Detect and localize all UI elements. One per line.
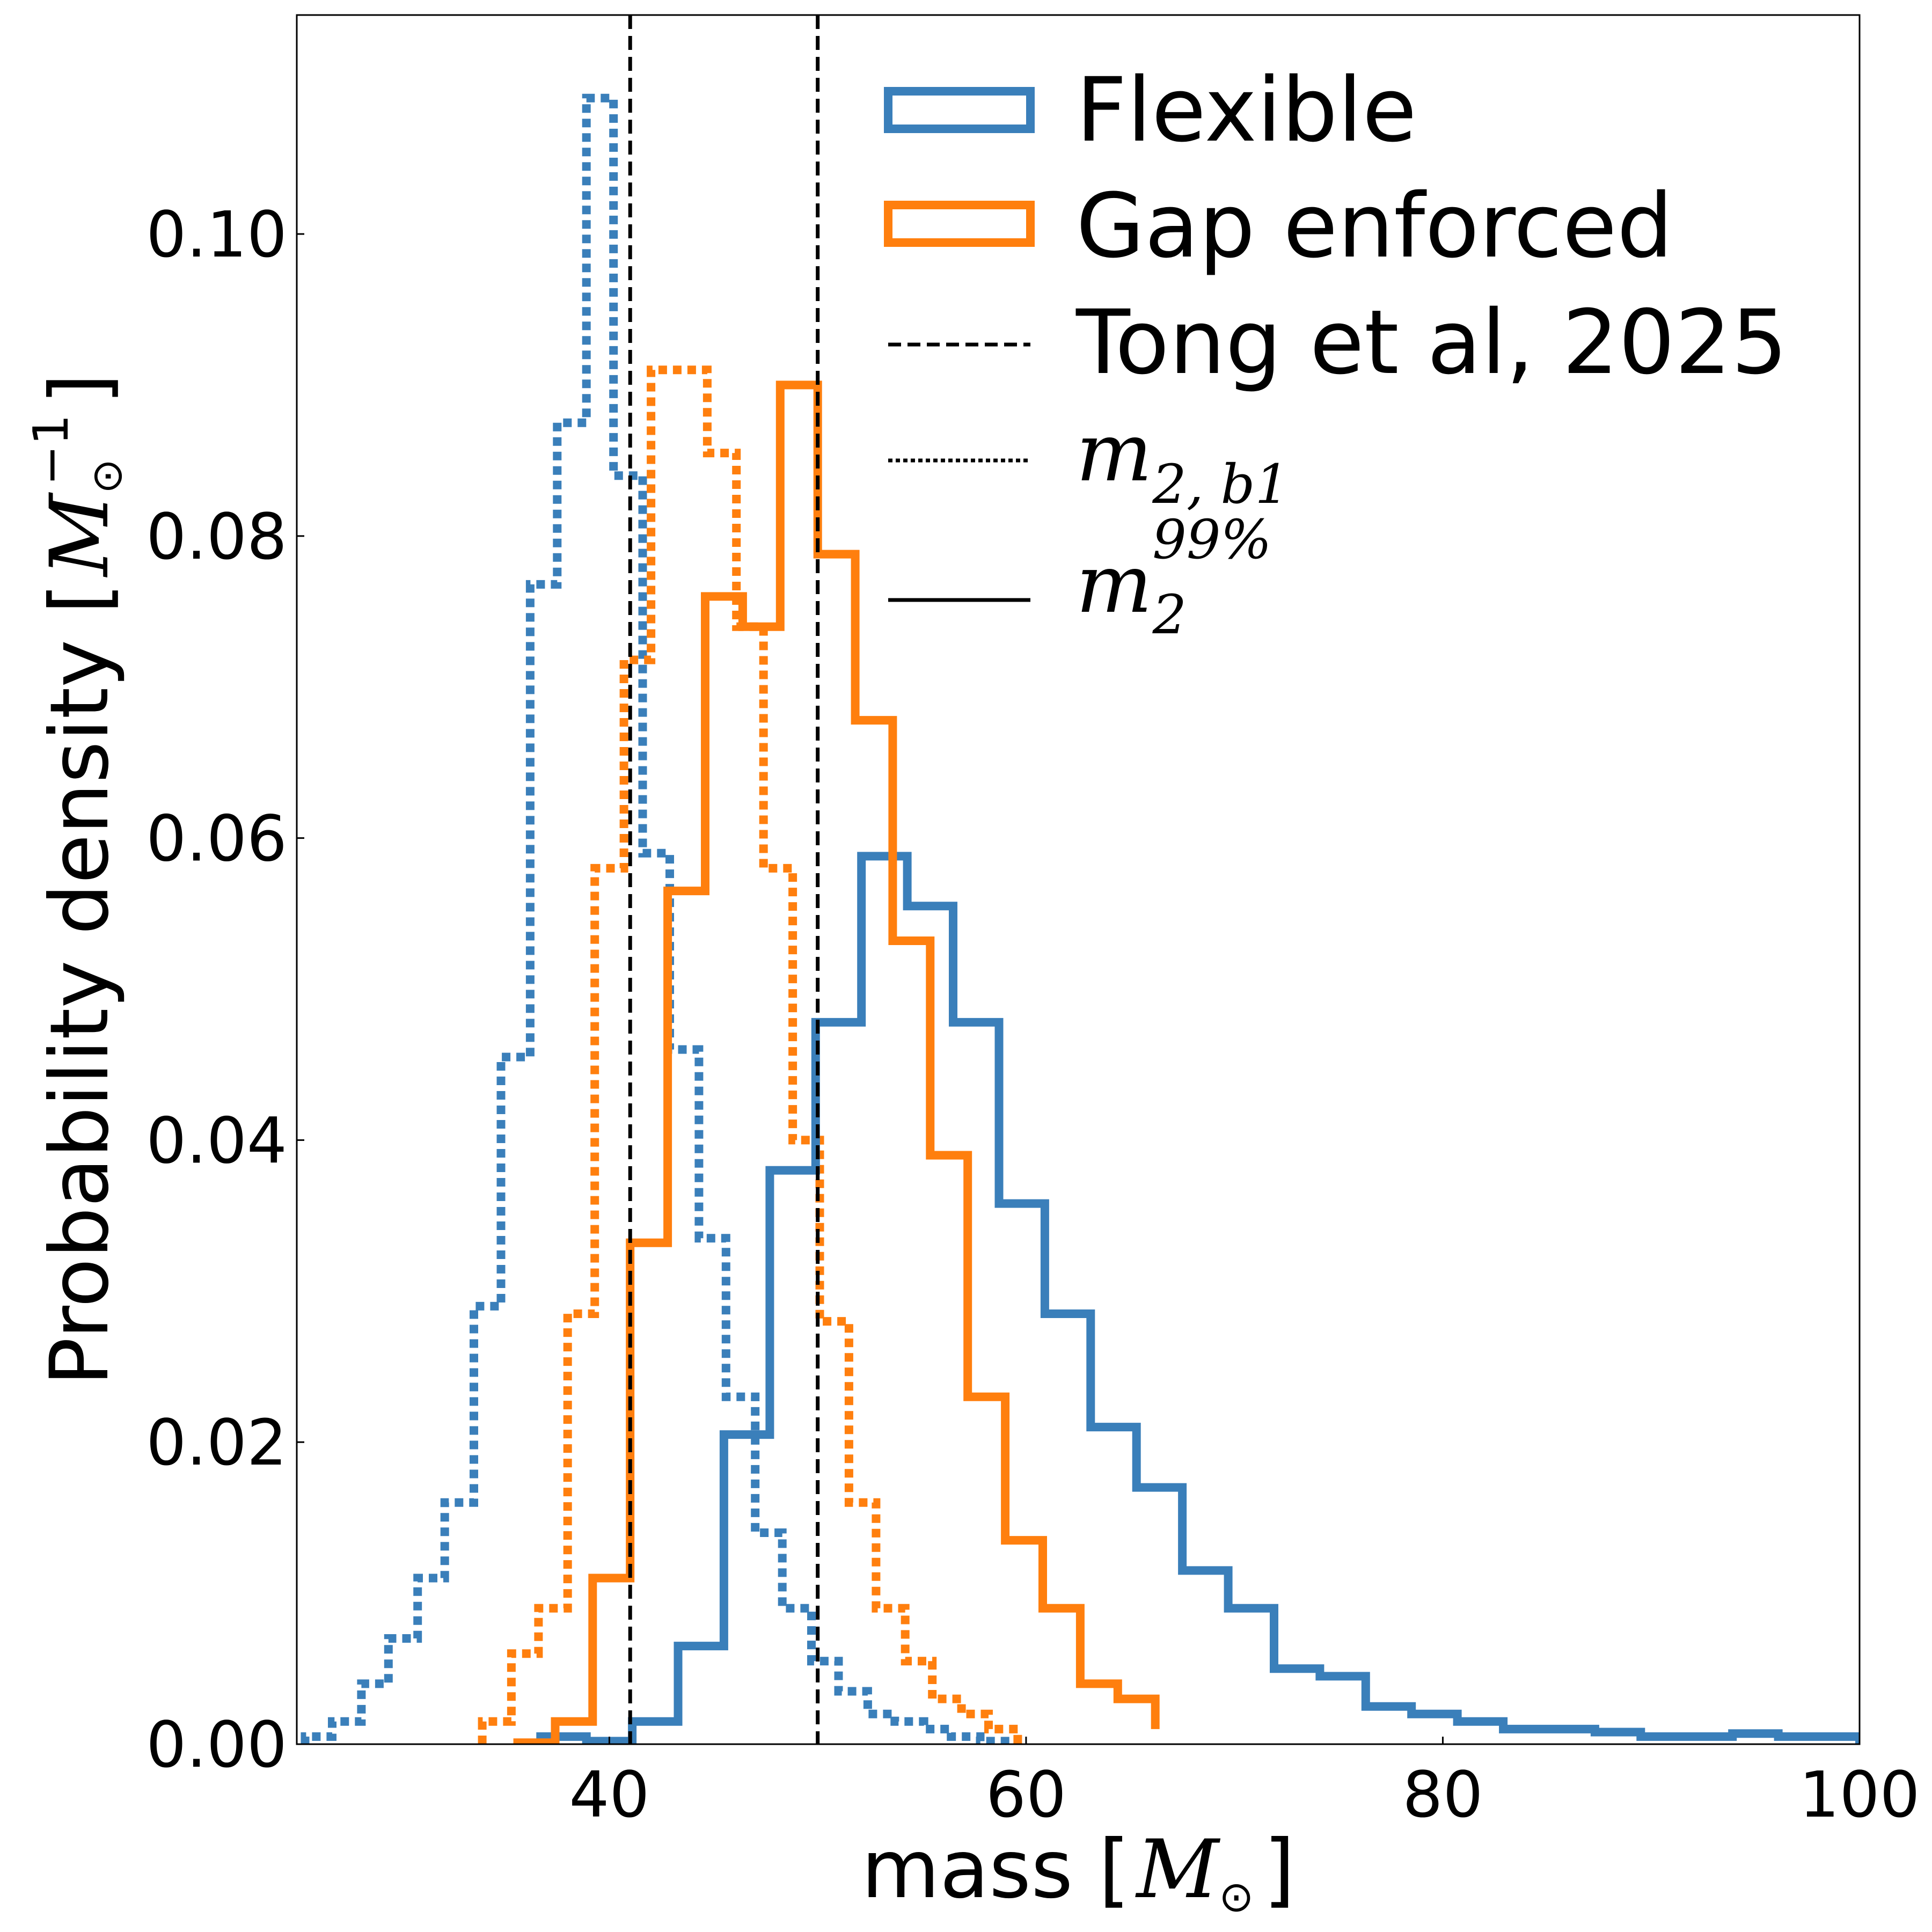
- y-tick-label: 0.04: [146, 1103, 287, 1177]
- y-tick-label: 0.08: [146, 500, 287, 574]
- x-tick-label: 40: [569, 1758, 649, 1832]
- x-tick-label: 60: [986, 1758, 1066, 1832]
- legend: Flexible Gap enforced Tong et al, 2025 m…: [884, 58, 1788, 646]
- histogram-series-0: [301, 93, 1014, 1744]
- legend-entry-gap-enforced: Gap enforced: [884, 174, 1673, 277]
- histogram-series-2: [536, 852, 1860, 1744]
- legend-patch-gap-enforced: [884, 201, 1035, 247]
- x-axis-label: mass [M⊙]: [861, 1823, 1295, 1921]
- plot-frame: [296, 14, 1861, 1745]
- histogram-series-3: [513, 380, 1160, 1744]
- y-axis-ticks: 0.00 0.02 0.04 0.06 0.08 0.10: [146, 197, 304, 1782]
- y-tick-label: 0.10: [146, 197, 287, 272]
- legend-label-m2-99: m99% 2: [1076, 508, 1272, 646]
- legend-label-tong: Tong et al, 2025: [1075, 291, 1788, 394]
- legend-entry-m2-99: m99% 2: [888, 508, 1272, 646]
- legend-patch-flexible: [884, 87, 1035, 133]
- y-tick-label: 0.06: [146, 802, 287, 876]
- y-tick-label: 0.02: [146, 1406, 287, 1480]
- legend-label-flexible: Flexible: [1076, 58, 1417, 162]
- histogram-series-1: [478, 365, 1022, 1744]
- legend-label-gap-enforced: Gap enforced: [1076, 174, 1673, 277]
- legend-entry-tong: Tong et al, 2025: [888, 291, 1788, 394]
- x-axis-ticks: 40 60 80 100: [569, 1737, 1920, 1832]
- legend-entry-flexible: Flexible: [884, 58, 1417, 162]
- y-tick-label: 0.00: [146, 1708, 287, 1782]
- y-axis-label: Probability density [M⊙−1]: [23, 374, 131, 1386]
- plot-series: [301, 93, 1860, 1744]
- legend-entry-m2b1: m2, b1: [888, 406, 1289, 516]
- reference-lines: [628, 15, 820, 1744]
- legend-label-m2b1: m2, b1: [1076, 406, 1289, 516]
- x-tick-label: 80: [1402, 1758, 1483, 1832]
- x-tick-label: 100: [1799, 1758, 1920, 1832]
